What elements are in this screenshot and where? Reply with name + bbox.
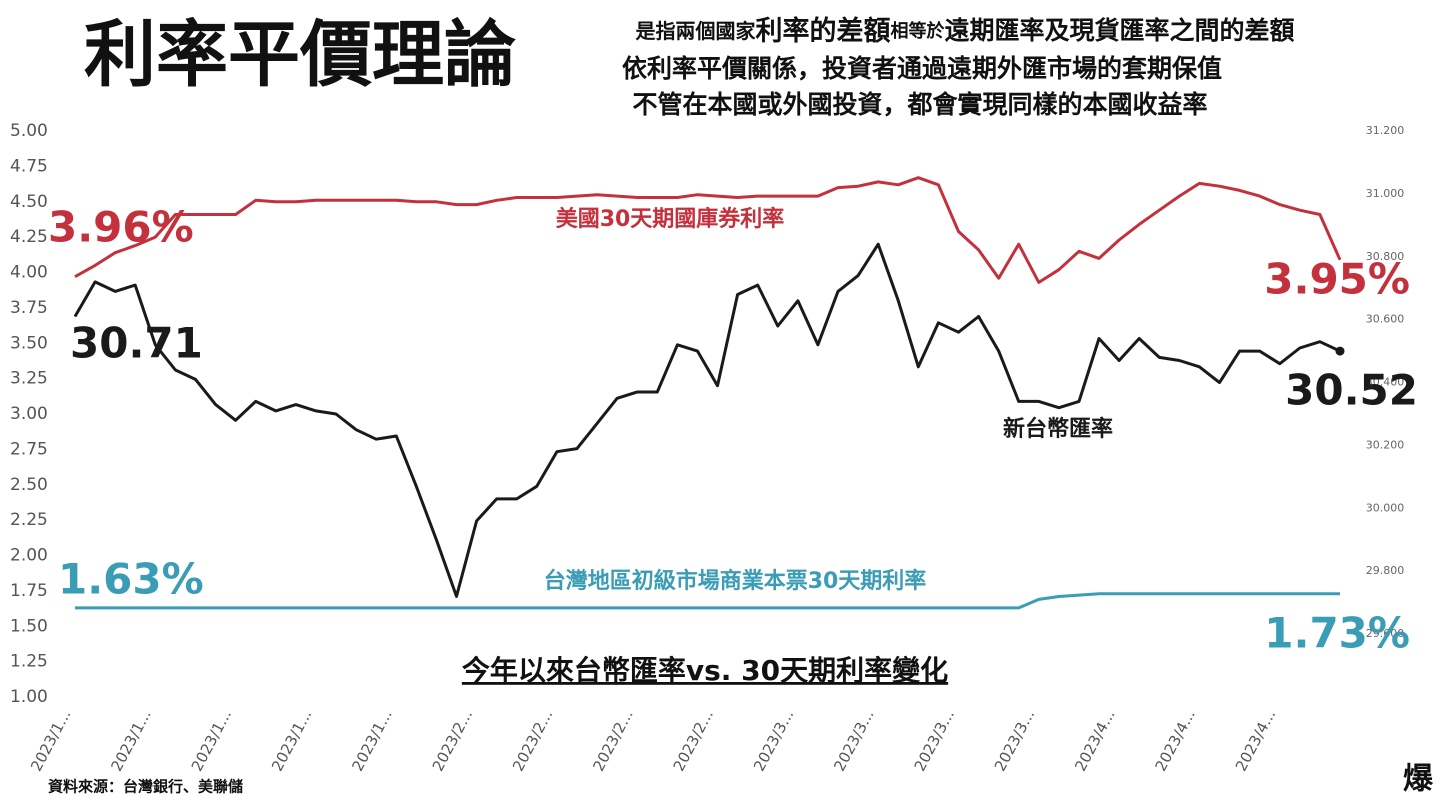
y-tick-label: 3.75 [10, 298, 48, 318]
y2-tick-label: 31.200 [1366, 124, 1405, 137]
description-part: 利率的差額 [755, 15, 890, 47]
y-tick-label: 2.50 [10, 475, 48, 495]
x-tick-label: 2023/1... [188, 707, 235, 775]
description-part: 遠期匯率及現貨匯率之間的差額 [944, 16, 1294, 45]
annotation: 30.71 [70, 319, 203, 368]
description-part: 相等於 [890, 20, 945, 42]
description-part: 是指兩個國家 [634, 19, 756, 43]
x-tick-label: 2023/2... [670, 707, 717, 775]
y-tick-label: 4.25 [10, 227, 48, 247]
annotation: 30.52 [1285, 366, 1418, 415]
y-tick-label: 5.00 [10, 121, 48, 141]
y-tick-label: 4.75 [10, 156, 48, 176]
y-tick-label: 3.50 [10, 333, 48, 353]
x-tick-label: 2023/4... [1071, 707, 1118, 775]
annotation: 3.95% [1264, 255, 1410, 304]
y-tick-label: 4.50 [10, 192, 48, 212]
annotation: 1.73% [1264, 609, 1410, 658]
x-tick-label: 2023/3... [830, 707, 877, 775]
y2-tick-label: 29.600 [1366, 627, 1405, 640]
description-line: 不管在本國或外國投資，都會實現同樣的本國收益率 [632, 90, 1207, 119]
y-tick-label: 3.00 [10, 404, 48, 424]
y2-tick-label: 29.800 [1366, 564, 1405, 577]
y-tick-label: 2.25 [10, 510, 48, 530]
y-tick-label: 2.00 [10, 546, 48, 566]
y2-tick-label: 30.200 [1366, 438, 1405, 451]
description-line: 是指兩個國家利率的差額相等於遠期匯率及現貨匯率之間的差額 [634, 15, 1294, 47]
x-tick-label: 2023/4... [1152, 707, 1199, 775]
x-tick-label: 2023/1... [107, 707, 154, 775]
x-tick-label: 2023/1... [268, 707, 315, 775]
x-tick-label: 2023/2... [429, 707, 476, 775]
x-tick-label: 2023/2... [589, 707, 636, 775]
chart-title: 利率平價理論 [84, 13, 516, 97]
x-tick-label: 2023/1... [348, 707, 395, 775]
y2-tick-label: 30.600 [1366, 313, 1405, 326]
y-tick-label: 2.75 [10, 439, 48, 459]
series-line [74, 176, 1342, 284]
y-tick-label: 3.25 [10, 369, 48, 389]
y-tick-label: 1.25 [10, 652, 48, 672]
annotation: 3.96% [48, 203, 194, 252]
series-line [73, 242, 1341, 598]
series-label: 美國30天期國庫券利率 [556, 206, 785, 232]
end-point [1335, 346, 1345, 356]
description-line: 依利率平價關係，投資者通過遠期外匯市場的套期保值 [622, 54, 1222, 83]
y-tick-label: 1.50 [10, 616, 48, 636]
series-label: 台灣地區初級市場商業本票30天期利率 [544, 568, 927, 594]
y-tick-label: 1.75 [10, 581, 48, 601]
series-label: 新台幣匯率 [1003, 416, 1113, 442]
annotation: 1.63% [58, 555, 204, 604]
y-tick-label: 1.00 [10, 687, 48, 707]
x-tick-label: 2023/1... [27, 707, 74, 775]
logo: 爆 [1403, 762, 1434, 797]
x-tick-label: 2023/4... [1232, 707, 1279, 775]
x-tick-label: 2023/3... [991, 707, 1038, 775]
y2-tick-label: 31.000 [1366, 187, 1405, 200]
series-line [75, 592, 1340, 610]
x-tick-label: 2023/3... [750, 707, 797, 775]
x-tick-label: 2023/2... [509, 707, 556, 775]
chart-subtitle: 今年以來台幣匯率vs. 30天期利率變化 [462, 654, 948, 687]
x-tick-label: 2023/3... [911, 707, 958, 775]
y2-tick-label: 30.000 [1366, 501, 1405, 514]
y2-tick-label: 30.800 [1366, 250, 1405, 263]
y-tick-label: 4.00 [10, 263, 48, 283]
source: 資料來源：台灣銀行、美聯儲 [48, 778, 243, 796]
y2-tick-label: 30.400 [1366, 376, 1405, 389]
